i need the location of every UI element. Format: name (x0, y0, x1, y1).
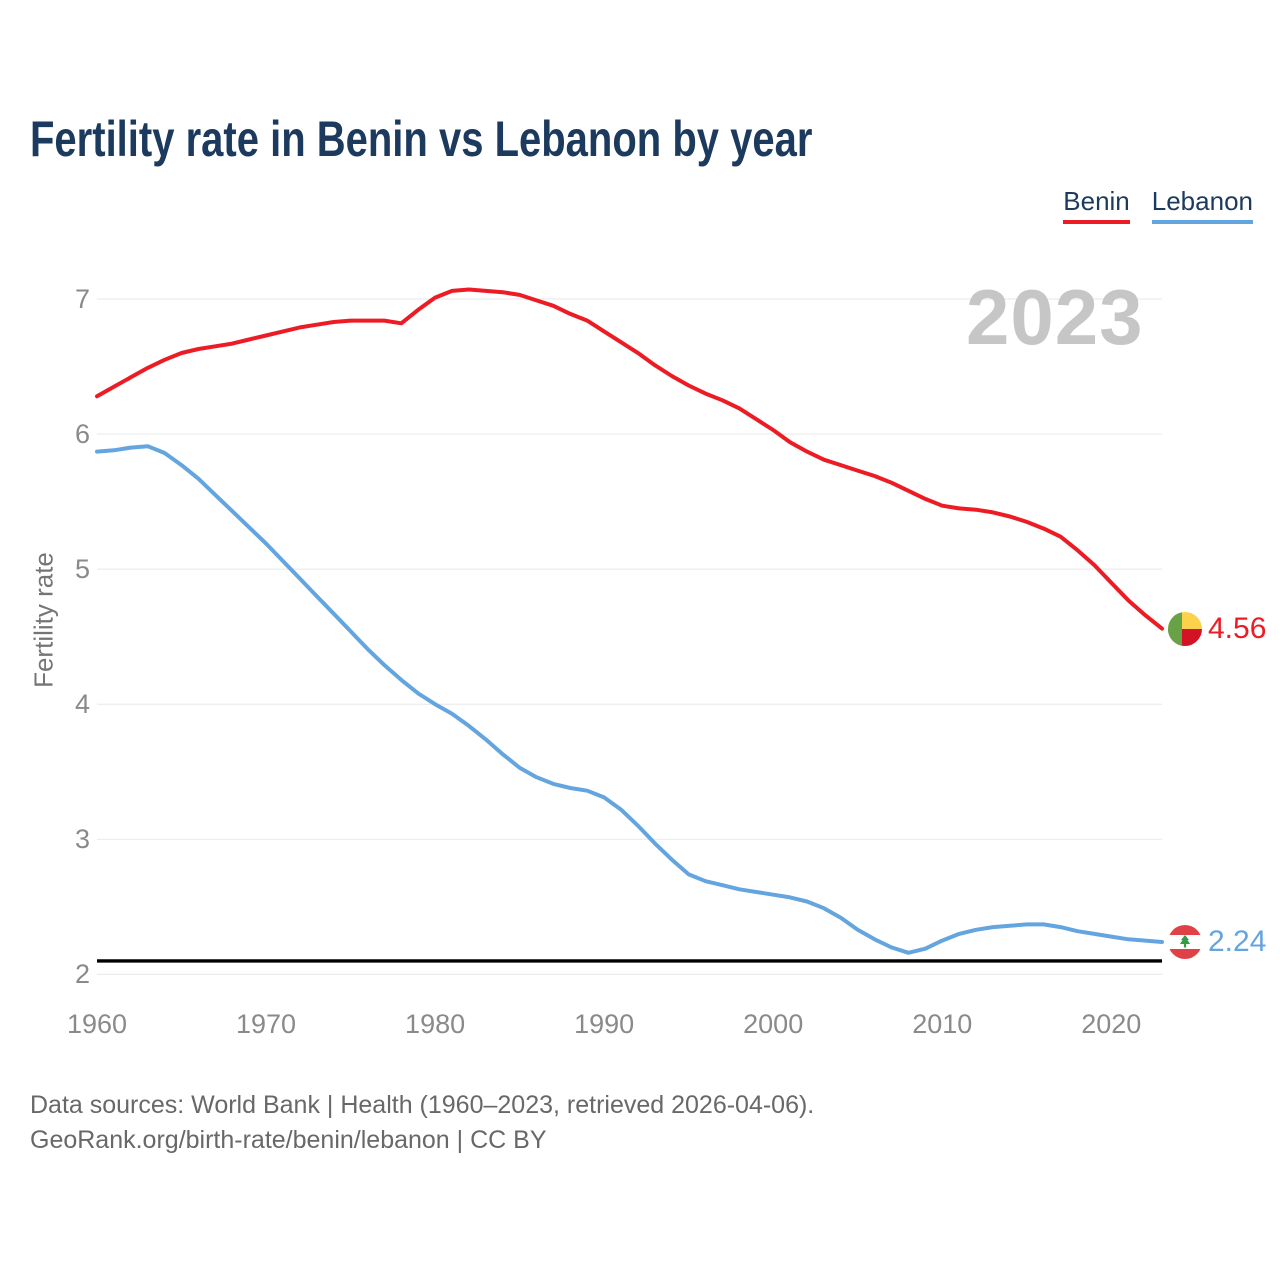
x-tick-label: 1970 (236, 1009, 297, 1039)
x-tick-label: 1960 (66, 1009, 128, 1039)
legend-item-benin[interactable]: Benin (1063, 186, 1130, 224)
data-source-line1: Data sources: World Bank | Health (1960–… (30, 1091, 815, 1119)
x-tick-label: 2020 (1081, 1009, 1142, 1039)
lebanon-flag-icon (1168, 924, 1202, 959)
y-tick-label: 4 (74, 689, 90, 720)
x-tick-label: 1990 (574, 1009, 635, 1039)
benin-flag-icon (1168, 611, 1202, 646)
data-source-note: Data sources: World Bank | Health (1960–… (30, 1088, 814, 1158)
data-source-line2: GeoRank.org/birth-rate/benin/lebanon | C… (30, 1126, 547, 1154)
page-title: Fertility rate in Benin vs Lebanon by ye… (30, 111, 813, 167)
lebanon-end-value: 2.24 (1208, 924, 1267, 958)
legend-label-lebanon: Lebanon (1151, 186, 1253, 216)
year-watermark: 2023 (966, 273, 1144, 361)
benin-legend-underline (1063, 220, 1130, 224)
y-tick-label: 6 (74, 419, 90, 450)
benin-end-value: 4.56 (1208, 611, 1267, 645)
lebanon-end-label: 2.24 (1168, 924, 1267, 959)
benin-end-label: 4.56 (1168, 611, 1267, 646)
legend: Benin Lebanon (1063, 186, 1253, 224)
legend-label-benin: Benin (1063, 186, 1130, 216)
lebanon-line (95, 444, 1164, 955)
x-tick-label: 2000 (743, 1009, 804, 1039)
x-tick-label: 2010 (912, 1009, 973, 1039)
y-tick-label: 7 (74, 284, 90, 314)
benin-line (95, 287, 1164, 631)
legend-item-lebanon[interactable]: Lebanon (1151, 186, 1253, 224)
lebanon-legend-underline (1151, 220, 1253, 224)
y-tick-label: 2 (74, 959, 90, 990)
x-tick-label: 1980 (405, 1009, 466, 1039)
y-tick-label: 5 (74, 554, 90, 585)
y-tick-label: 3 (74, 824, 90, 855)
